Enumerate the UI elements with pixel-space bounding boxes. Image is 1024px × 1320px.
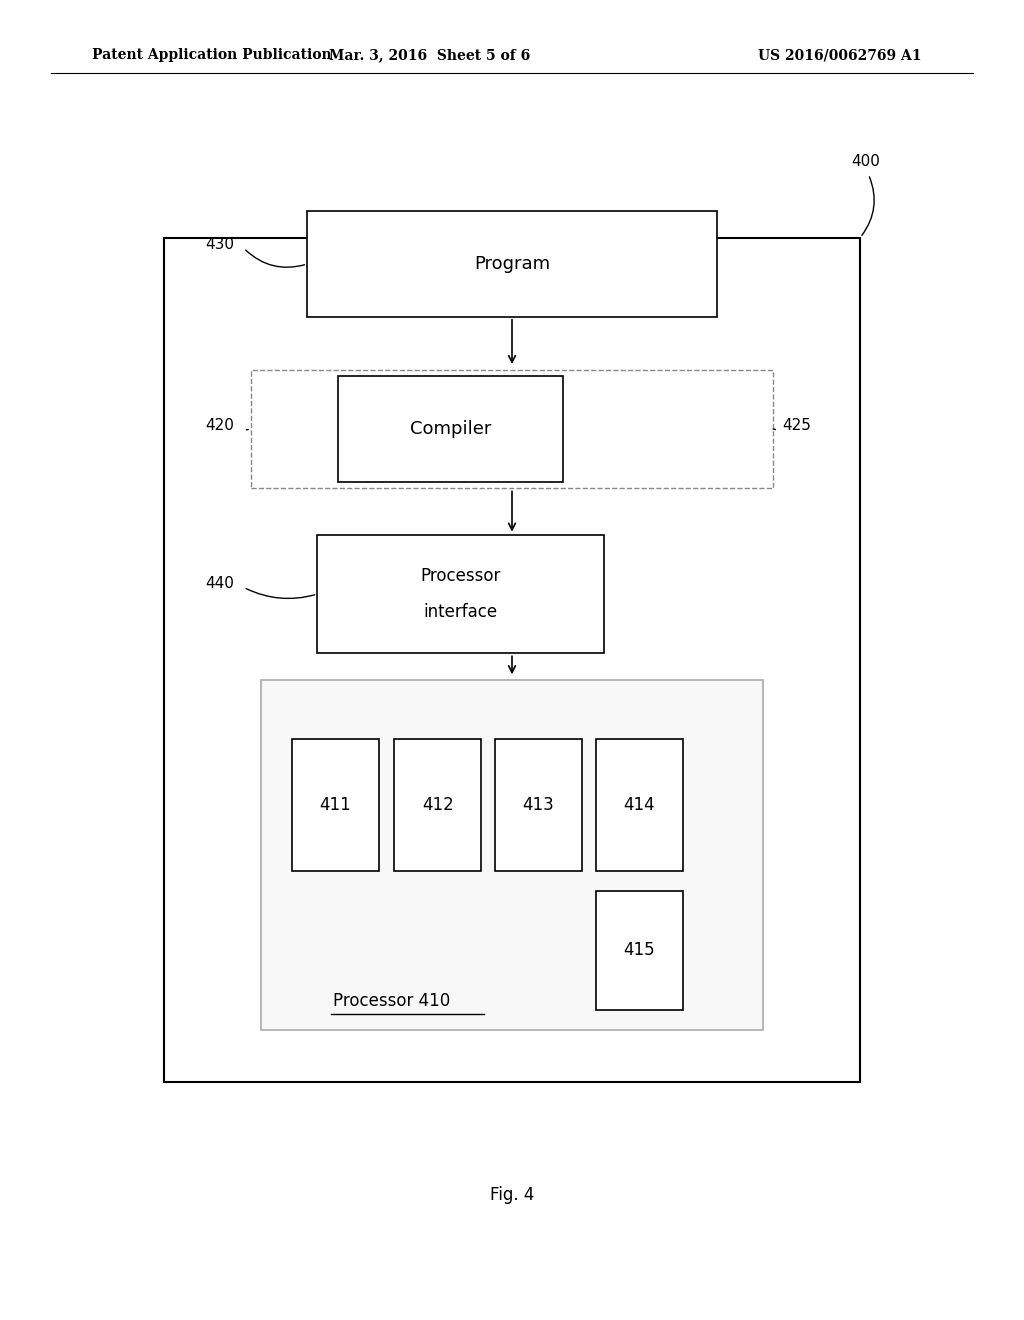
Text: Fig. 4: Fig. 4 xyxy=(489,1185,535,1204)
FancyBboxPatch shape xyxy=(394,739,481,871)
Text: Patent Application Publication: Patent Application Publication xyxy=(92,49,332,62)
Text: Processor: Processor xyxy=(421,566,501,585)
Text: Mar. 3, 2016  Sheet 5 of 6: Mar. 3, 2016 Sheet 5 of 6 xyxy=(330,49,530,62)
FancyBboxPatch shape xyxy=(261,680,763,1030)
Text: 430: 430 xyxy=(206,236,234,252)
Text: 425: 425 xyxy=(782,417,811,433)
Text: interface: interface xyxy=(424,603,498,622)
FancyBboxPatch shape xyxy=(307,211,717,317)
FancyBboxPatch shape xyxy=(251,370,773,488)
Text: 415: 415 xyxy=(624,941,655,960)
FancyBboxPatch shape xyxy=(596,891,683,1010)
Text: 411: 411 xyxy=(319,796,351,814)
Text: Compiler: Compiler xyxy=(410,420,492,438)
Text: Processor 410: Processor 410 xyxy=(333,991,451,1010)
Text: 413: 413 xyxy=(522,796,554,814)
FancyBboxPatch shape xyxy=(317,535,604,653)
FancyBboxPatch shape xyxy=(495,739,582,871)
FancyBboxPatch shape xyxy=(164,238,860,1082)
Text: 400: 400 xyxy=(851,153,880,169)
FancyBboxPatch shape xyxy=(292,739,379,871)
Text: 412: 412 xyxy=(422,796,454,814)
FancyBboxPatch shape xyxy=(596,739,683,871)
Text: 420: 420 xyxy=(206,417,234,433)
FancyBboxPatch shape xyxy=(338,376,563,482)
Text: 414: 414 xyxy=(624,796,655,814)
Text: Program: Program xyxy=(474,255,550,273)
Text: 440: 440 xyxy=(206,576,234,591)
Text: US 2016/0062769 A1: US 2016/0062769 A1 xyxy=(758,49,922,62)
